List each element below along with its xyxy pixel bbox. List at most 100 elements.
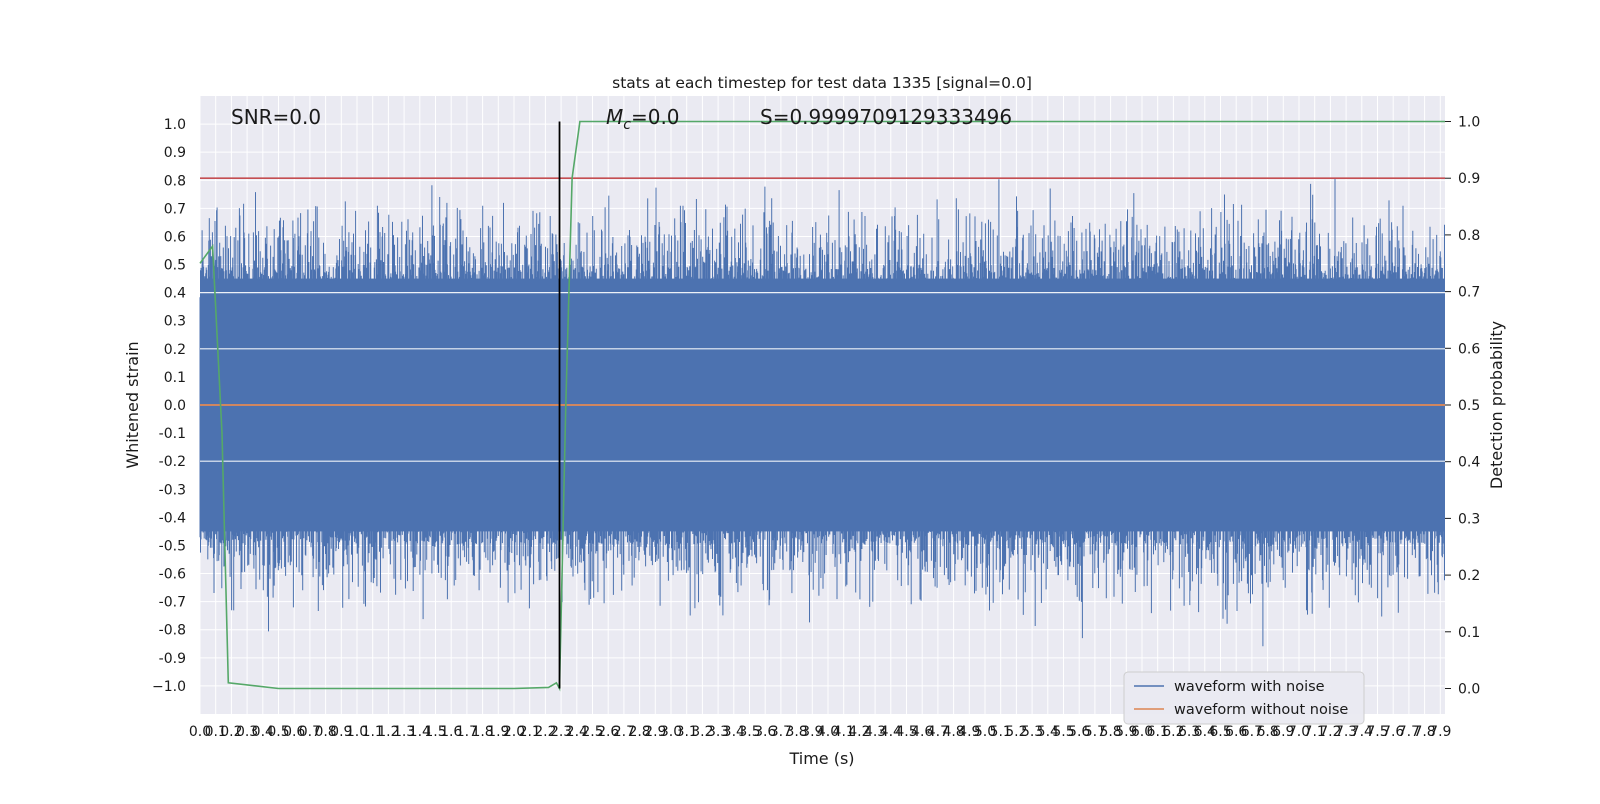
x-tick-label: 0.6 <box>283 724 305 740</box>
y2-tick-label: 0.2 <box>1458 568 1480 584</box>
x-tick-label: 7.7 <box>1398 724 1420 740</box>
x-tick-label: 7.2 <box>1319 724 1341 740</box>
y-tick-label: -0.3 <box>159 482 186 498</box>
x-tick-label: 7.8 <box>1413 724 1435 740</box>
y-tick-label: -0.7 <box>159 595 186 611</box>
x-tick-label: 1.4 <box>409 724 431 740</box>
y-tick-label: -0.4 <box>159 510 186 526</box>
x-tick-label: 5.0 <box>974 724 996 740</box>
x-tick-label: 5.7 <box>1084 724 1106 740</box>
x-tick-label: 2.8 <box>628 724 650 740</box>
x-tick-label: 6.6 <box>1225 724 1247 740</box>
x-tick-label: 7.3 <box>1335 724 1357 740</box>
x-tick-label: 4.4 <box>880 724 902 740</box>
detection-probability-line <box>199 120 1445 692</box>
legend-box <box>1123 671 1365 725</box>
y-tick-label: 0.8 <box>164 173 186 189</box>
x-tick-label: 1.8 <box>471 724 493 740</box>
series-lines <box>199 120 1445 692</box>
x-tick-label: 0.7 <box>299 724 321 740</box>
x-tick-label: 6.3 <box>1178 724 1200 740</box>
x-tick-label: 1.7 <box>456 724 478 740</box>
y-tick-label: 1.0 <box>164 117 186 133</box>
legend: waveform with noise waveform without noi… <box>1123 671 1365 725</box>
y2-tick-label: 0.6 <box>1458 341 1480 357</box>
x-tick-label: 3.3 <box>707 724 729 740</box>
y-tick-label: 0.5 <box>164 258 186 274</box>
x-tick-label: 0.2 <box>220 724 242 740</box>
y-axis-label: Whitened strain <box>123 341 142 468</box>
y-tick-label: -0.9 <box>159 651 186 667</box>
x-tick-label: 6.1 <box>1147 724 1169 740</box>
tick-labels: 0.00.10.20.30.40.50.60.70.80.91.01.11.21… <box>152 115 1480 740</box>
x-tick-label: 3.1 <box>676 724 698 740</box>
x-tick-label: 2.4 <box>566 724 588 740</box>
x-tick-label: 7.9 <box>1429 724 1451 740</box>
x-tick-label: 0.5 <box>267 724 289 740</box>
y2-tick-label: 1.0 <box>1458 115 1480 131</box>
y2-tick-label: 0.3 <box>1458 511 1480 527</box>
x-tick-label: 5.2 <box>1005 724 1027 740</box>
y-tick-label: -0.1 <box>159 426 186 442</box>
x-tick-label: 3.8 <box>785 724 807 740</box>
x-tick-label: 6.5 <box>1209 724 1231 740</box>
x-tick-label: 3.4 <box>723 724 745 740</box>
x-tick-label: 3.6 <box>754 724 776 740</box>
y2-tick-label: 0.4 <box>1458 455 1480 471</box>
x-tick-label: 5.4 <box>1037 724 1059 740</box>
x-tick-label: 0.8 <box>314 724 336 740</box>
x-tick-label: 3.0 <box>660 724 682 740</box>
chirp-mass-value: =0.0 <box>631 105 680 129</box>
x-tick-label: 5.1 <box>990 724 1012 740</box>
legend-label-waveform-without-noise: waveform without noise <box>1174 702 1348 718</box>
chirp-mass-symbol: M <box>606 105 623 129</box>
y-tick-label: -0.6 <box>159 567 186 583</box>
x-tick-label: 7.6 <box>1382 724 1404 740</box>
x-tick-label: 1.2 <box>377 724 399 740</box>
legend-label-waveform-with-noise: waveform with noise <box>1174 679 1325 695</box>
x-tick-label: 0.1 <box>205 724 227 740</box>
y-tick-label: −1.0 <box>152 679 186 695</box>
y2-tick-label: 0.7 <box>1458 285 1480 301</box>
x-tick-label: 3.2 <box>691 724 713 740</box>
y-tick-label: -0.2 <box>159 454 186 470</box>
x-tick-label: 5.5 <box>1052 724 1074 740</box>
x-tick-label: 0.9 <box>330 724 352 740</box>
x-tick-label: 4.8 <box>942 724 964 740</box>
x-tick-label: 7.5 <box>1366 724 1388 740</box>
x-tick-label: 4.0 <box>817 724 839 740</box>
x-tick-label: 4.1 <box>833 724 855 740</box>
x-tick-label: 2.3 <box>550 724 572 740</box>
x-tick-label: 5.3 <box>1021 724 1043 740</box>
x-tick-label: 6.0 <box>1131 724 1153 740</box>
y-tick-label: 0.3 <box>164 314 186 330</box>
x-tick-label: 4.5 <box>895 724 917 740</box>
y2-tick-label: 0.8 <box>1458 228 1480 244</box>
y-tick-label: 0.4 <box>164 286 186 302</box>
x-tick-label: 2.6 <box>597 724 619 740</box>
x-tick-label: 7.0 <box>1288 724 1310 740</box>
x-tick-label: 2.7 <box>613 724 635 740</box>
x-tick-label: 3.5 <box>738 724 760 740</box>
x-tick-label: 1.1 <box>362 724 384 740</box>
y-tick-label: 0.7 <box>164 201 186 217</box>
y-tick-label: 0.9 <box>164 145 186 161</box>
x-tick-label: 0.0 <box>189 724 211 740</box>
x-tick-label: 1.9 <box>487 724 509 740</box>
x-tick-label: 6.7 <box>1241 724 1263 740</box>
x-tick-label: 6.8 <box>1256 724 1278 740</box>
y-tick-label: 0.1 <box>164 370 186 386</box>
snr-annotation: SNR=0.0 <box>231 105 321 129</box>
x-tick-label: 1.3 <box>393 724 415 740</box>
x-tick-label: 1.5 <box>424 724 446 740</box>
chart-title: stats at each timestep for test data 133… <box>612 74 1032 92</box>
y2-tick-label: 0.0 <box>1458 681 1480 697</box>
x-tick-label: 4.2 <box>848 724 870 740</box>
x-tick-label: 0.3 <box>236 724 258 740</box>
x-tick-label: 4.9 <box>958 724 980 740</box>
x-tick-label: 7.1 <box>1304 724 1326 740</box>
x-tick-label: 4.7 <box>927 724 949 740</box>
x-tick-label: 5.8 <box>1099 724 1121 740</box>
x-tick-label: 2.9 <box>644 724 666 740</box>
